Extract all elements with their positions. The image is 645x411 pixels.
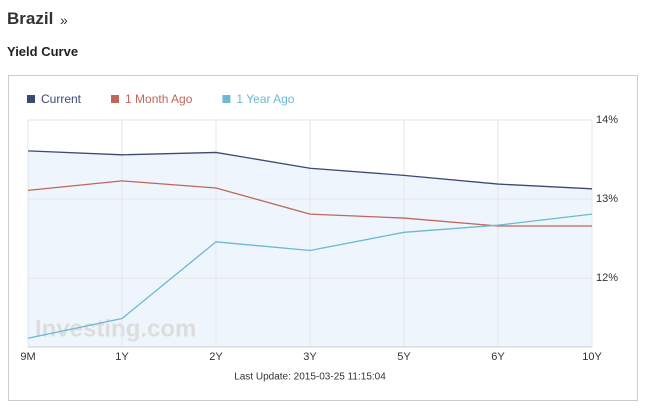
legend-label: 1 Month Ago (125, 92, 193, 106)
last-update: Last Update: 2015-03-25 11:15:04 (234, 372, 386, 383)
page-title: Brazil (7, 9, 54, 28)
legend-swatch (111, 95, 120, 103)
y-tick-label: 13% (596, 193, 618, 205)
subtitle: Yield Curve (7, 44, 79, 59)
x-tick-label: 6Y (491, 351, 505, 363)
x-tick-label: 9M (20, 351, 35, 363)
series-line (27, 180, 592, 227)
more-link[interactable]: » (60, 12, 68, 28)
y-tick-label: 14% (596, 114, 618, 126)
x-tick-label: 3Y (303, 351, 317, 363)
x-tick-label: 10Y (582, 351, 602, 363)
x-tick-label: 1Y (115, 351, 129, 363)
y-tick-label: 12% (596, 272, 618, 284)
series-line (27, 150, 593, 190)
legend-label: 1 Year Ago (236, 92, 294, 106)
legend-swatch (27, 95, 35, 103)
x-tick-label: 5Y (397, 351, 411, 363)
series-line (27, 213, 593, 339)
legend-label: Current (41, 92, 82, 106)
legend-swatch (222, 95, 231, 103)
x-tick-label: 2Y (209, 351, 223, 363)
